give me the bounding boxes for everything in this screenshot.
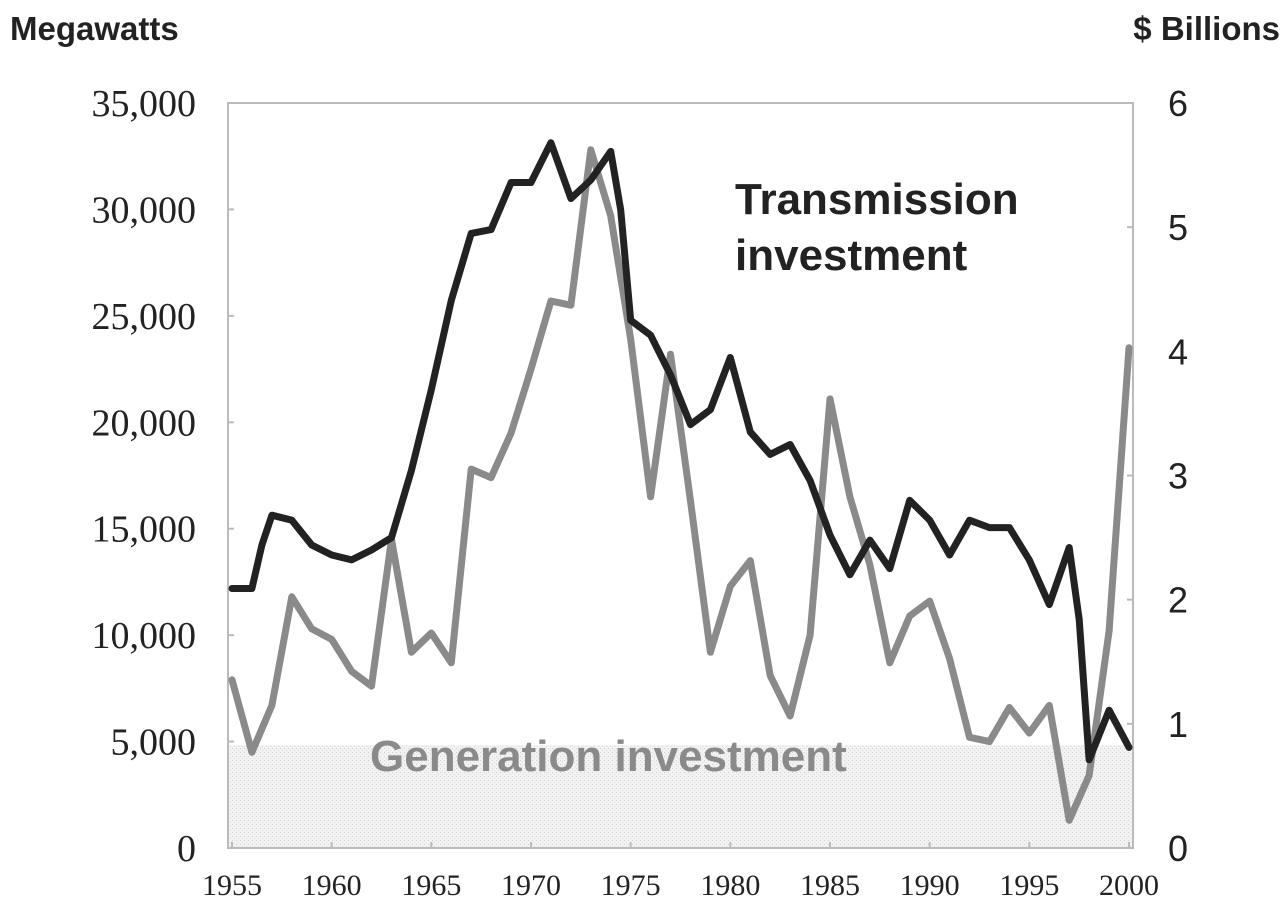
x-tick-label: 1985 [800,869,860,902]
y2-tick-label: 1 [1168,704,1188,745]
x-tick-label: 2000 [1099,869,1159,902]
y-tick-label: 5,000 [111,722,197,764]
x-tick-label: 1965 [401,869,461,902]
shaded-band [228,745,1133,848]
y2-tick-label: 2 [1168,580,1188,621]
x-tick-label: 1980 [700,869,760,902]
transmission-label: Transmission investment [735,175,1019,280]
y2-axis-title: $ Billions [1133,10,1280,47]
x-tick-label: 1995 [999,869,1059,902]
y2-tick-label: 5 [1168,207,1188,248]
y2-tick-label: 6 [1168,83,1188,124]
x-tick-label: 1975 [601,869,661,902]
y-tick-label: 0 [177,828,196,870]
series-line [228,146,1133,824]
x-tick-label: 1970 [501,869,561,902]
y2-tick-label: 4 [1168,331,1188,372]
y2-tick-label: 3 [1168,456,1188,497]
y-tick-label: 15,000 [92,509,197,551]
x-tick-label: 1960 [302,869,362,902]
y-tick-label: 35,000 [92,83,197,125]
y-tick-label: 20,000 [92,402,197,444]
y-tick-label: 30,000 [92,189,197,231]
generation-label: Generation investment [370,732,847,781]
series-line [228,139,1133,764]
y-tick-label: 25,000 [92,296,197,338]
x-tick-label: 1990 [900,869,960,902]
x-tick-label: 1955 [202,869,262,902]
y-tick-label: 10,000 [92,615,197,657]
y2-tick-label: 0 [1168,828,1188,869]
y-axis-title: Megawatts [10,10,179,47]
